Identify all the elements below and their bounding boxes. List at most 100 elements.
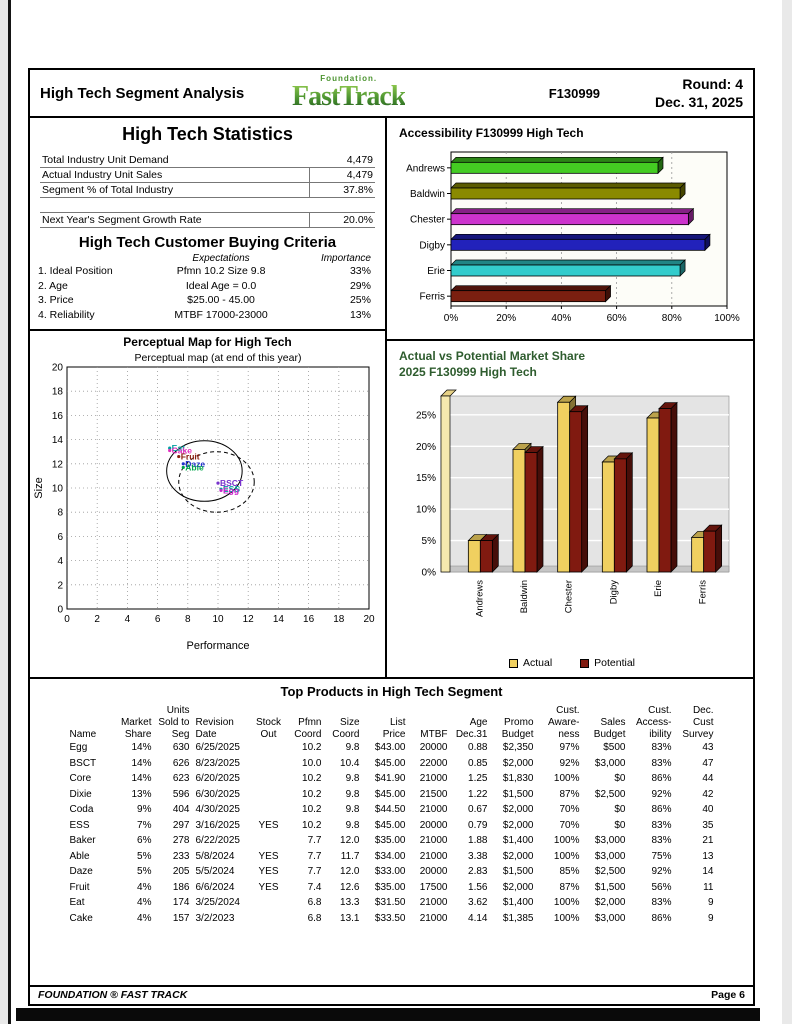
product-cell xyxy=(251,787,287,803)
product-row: Dixie 13% 596 6/30/2025 10.2 9.8 $45.00 21500 1.… xyxy=(67,787,717,803)
product-cell: $35.00 xyxy=(374,835,406,847)
footer-brand: FOUNDATION ® FAST TRACK xyxy=(38,989,188,1001)
statistic-row: Segment % of Total Industry 37.8% xyxy=(40,183,375,198)
product-cell: 83% xyxy=(651,757,672,769)
product-cell: 100% xyxy=(553,773,580,785)
product-cell: Eat xyxy=(69,897,85,909)
product-cell: 85% xyxy=(559,866,580,878)
product-cell: 42 xyxy=(702,788,714,800)
product-cell: $1,830 xyxy=(502,773,534,785)
product-cell: 20000 xyxy=(419,866,448,878)
y-tick-label: 0 xyxy=(57,604,63,615)
product-cell: 157 xyxy=(172,912,190,924)
product-point-label: Eat xyxy=(171,443,184,453)
product-cell: 8/23/2025 xyxy=(195,757,241,769)
report-title: High Tech Segment Analysis xyxy=(40,84,245,102)
statistic-row: Total Industry Unit Demand 4,479 xyxy=(40,153,375,168)
products-column-header: Sales Budget xyxy=(593,716,626,740)
criteria-spacer xyxy=(38,253,150,264)
y-tick-label: 5% xyxy=(422,536,437,547)
top-products-section: Top Products in High Tech Segment Name Ma… xyxy=(30,679,753,985)
products-column-header: Dec. Cust Survey xyxy=(682,705,714,740)
product-row: Core 14% 623 6/20/2025 10.2 9.8 $41.90 21000 1.2… xyxy=(67,772,717,788)
legend-label: Potential xyxy=(594,657,636,670)
category-label: Chester xyxy=(564,580,575,613)
product-cell: 1.88 xyxy=(468,835,488,847)
report-footer: FOUNDATION ® FAST TRACK Page 6 xyxy=(30,985,753,1004)
x-tick-label: 2 xyxy=(94,614,100,625)
product-row: Daze 5% 205 5/5/2024 YES 7.7 12.0 $33.00 20000 2.… xyxy=(67,865,717,881)
product-cell: 4/30/2025 xyxy=(195,804,241,816)
product-cell: YES xyxy=(258,881,279,893)
product-cell: $33.00 xyxy=(374,866,406,878)
product-cell: 1.56 xyxy=(468,881,488,893)
perceptual-map-section: Perceptual Map for High Tech Perceptual … xyxy=(30,328,385,658)
products-column-header: Size Coord xyxy=(332,716,360,740)
category-label: Andrews xyxy=(474,580,485,617)
product-cell: $2,000 xyxy=(502,819,534,831)
product-cell: 87% xyxy=(559,881,580,893)
product-cell: 5/5/2024 xyxy=(195,866,235,878)
bar-potential-andrews xyxy=(479,540,493,573)
product-cell: 6/25/2025 xyxy=(195,742,241,754)
statistics-section: High Tech Statistics Total Industry Unit… xyxy=(30,118,385,228)
product-cell: 5% xyxy=(137,866,152,878)
product-cell: 7.4 xyxy=(307,881,322,893)
product-cell: 97% xyxy=(559,742,580,754)
criteria-importance: 29% xyxy=(349,279,371,292)
buying-criteria-header: Expectations Importance xyxy=(38,253,377,264)
product-cell: 12.0 xyxy=(340,866,360,878)
product-cell: 1.25 xyxy=(468,773,488,785)
statistic-label: Actual Industry Unit Sales xyxy=(42,169,163,181)
segment-circle-dashed xyxy=(177,450,255,513)
bar-actual-ferris xyxy=(691,537,705,573)
category-label: Erie xyxy=(427,266,445,277)
market-share-title-line2: 2025 F130999 High Tech xyxy=(399,364,537,379)
product-cell: 86% xyxy=(651,773,672,785)
product-point-label: BSCT xyxy=(220,478,244,488)
y-tick-label: 10 xyxy=(51,483,63,494)
criteria-row: 3. Price $25.00 - 45.00 25% xyxy=(38,293,377,308)
product-cell: $45.00 xyxy=(374,819,406,831)
product-cell: 92% xyxy=(651,788,672,800)
product-cell: 9.8 xyxy=(345,742,360,754)
product-cell: $2,000 xyxy=(502,804,534,816)
product-cell: 70% xyxy=(559,804,580,816)
product-cell: $1,500 xyxy=(502,866,534,878)
product-cell: 13 xyxy=(702,850,714,862)
buying-criteria-title: High Tech Customer Buying Criteria xyxy=(78,234,337,251)
product-cell: Cake xyxy=(69,912,93,924)
criteria-importance: 33% xyxy=(349,265,371,277)
product-point-label: Cake xyxy=(171,445,192,455)
criteria-name: 4. Reliability xyxy=(38,309,95,322)
product-cell: 44 xyxy=(702,773,714,785)
x-tick-label: 14 xyxy=(272,614,284,625)
report-date: Dec. 31, 2025 xyxy=(655,94,743,110)
products-column-header: Name xyxy=(69,728,97,740)
accessibility-chart-title: Accessibility F130999 High Tech xyxy=(399,126,584,140)
category-label: Digby xyxy=(419,240,445,251)
product-cell: 6/6/2024 xyxy=(195,881,235,893)
product-cell: 21000 xyxy=(419,897,448,909)
products-column-header: Cust. Aware-ness xyxy=(548,705,580,740)
category-label: Ferris xyxy=(698,580,709,605)
products-column-header: Pfmn Coord xyxy=(294,716,322,740)
product-cell: 3/2/2023 xyxy=(195,912,235,924)
product-cell: 3/25/2024 xyxy=(195,897,241,909)
criteria-expectation: Ideal Age = 0.0 xyxy=(185,279,257,292)
product-cell: 4% xyxy=(137,881,152,893)
perceptual-map-chart: Perceptual map (at end of this year) 00 2 2… xyxy=(33,352,375,652)
product-cell: $1,500 xyxy=(502,788,534,800)
category-label: Chester xyxy=(410,215,446,226)
product-cell: Core xyxy=(69,773,92,785)
product-cell: 83% xyxy=(651,835,672,847)
product-cell: 10.2 xyxy=(302,742,322,754)
legend-item-potential: Potential xyxy=(580,657,635,669)
product-cell: 14% xyxy=(131,757,152,769)
product-cell: 21000 xyxy=(419,850,448,862)
criteria-row: 4. Reliability MTBF 17000-23000 13% xyxy=(38,308,377,323)
product-cell: 7% xyxy=(137,819,152,831)
criteria-expectation: MTBF 17000-23000 xyxy=(174,309,268,322)
product-cell xyxy=(251,756,287,772)
product-cell: Coda xyxy=(69,804,94,816)
